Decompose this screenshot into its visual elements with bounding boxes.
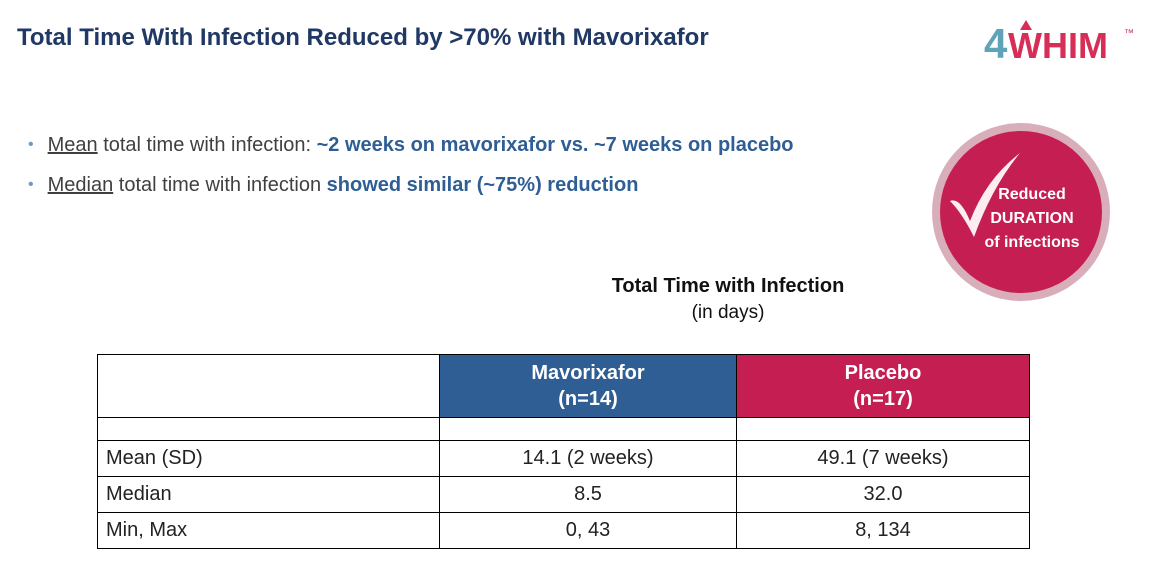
placebo-value: 49.1 (7 weeks) <box>737 441 1030 477</box>
key-findings-list: • Mean total time with infection: ~2 week… <box>28 132 794 212</box>
row-label: Median <box>98 477 440 513</box>
infection-time-table: Mavorixafor (n=14) Placebo (n=17) Mean (… <box>97 354 1030 549</box>
logo-graphic: 4 WHIM ™ <box>982 16 1142 66</box>
header-mavorixafor: Mavorixafor (n=14) <box>440 355 737 418</box>
row-label: Mean (SD) <box>98 441 440 477</box>
bullet-text: total time with infection: <box>98 134 317 156</box>
header-empty-cell <box>98 355 440 418</box>
badge-line-3: of infections <box>972 231 1092 255</box>
spacer-cell <box>98 418 440 441</box>
table-subtitle: (in days) <box>578 302 878 324</box>
table-header-row: Mavorixafor (n=14) Placebo (n=17) <box>98 355 1030 418</box>
badge-line-1: Reduced <box>972 183 1092 207</box>
header-mavorixafor-name: Mavorixafor <box>448 360 728 386</box>
table-spacer-row <box>98 418 1030 441</box>
bullet-highlight: showed similar (~75%) reduction <box>327 174 639 196</box>
bullet-dot-icon: • <box>28 176 34 193</box>
table-row: Mean (SD) 14.1 (2 weeks) 49.1 (7 weeks) <box>98 441 1030 477</box>
bullet-highlight: ~2 weeks on mavorixafor vs. ~7 weeks on … <box>317 134 794 156</box>
spacer-cell <box>440 418 737 441</box>
reduced-duration-badge: Reduced DURATION of infections <box>932 123 1110 301</box>
header-placebo-name: Placebo <box>745 360 1021 386</box>
page-title: Total Time With Infection Reduced by >70… <box>17 24 709 52</box>
badge-line-2: DURATION <box>972 207 1092 231</box>
placebo-value: 8, 134 <box>737 513 1030 549</box>
whim-logo: 4 WHIM ™ <box>982 16 1142 66</box>
spacer-cell <box>737 418 1030 441</box>
placebo-value: 32.0 <box>737 477 1030 513</box>
bullet-median: • Median total time with infection showed… <box>28 172 794 212</box>
bullet-mean: • Mean total time with infection: ~2 week… <box>28 132 794 172</box>
logo-trademark: ™ <box>1124 28 1134 39</box>
header-mavorixafor-n: (n=14) <box>448 386 728 412</box>
logo-letters: WHIM <box>1008 25 1108 66</box>
logo-digit: 4 <box>984 20 1008 66</box>
table-row: Median 8.5 32.0 <box>98 477 1030 513</box>
bullet-underlined: Median <box>48 174 114 196</box>
row-label: Min, Max <box>98 513 440 549</box>
badge-circle: Reduced DURATION of infections <box>940 131 1102 293</box>
badge-label: Reduced DURATION of infections <box>972 183 1092 255</box>
mavorixafor-value: 0, 43 <box>440 513 737 549</box>
bullet-text: total time with infection <box>113 174 326 196</box>
bullet-underlined: Mean <box>48 134 98 156</box>
table-row: Min, Max 0, 43 8, 134 <box>98 513 1030 549</box>
bullet-dot-icon: • <box>28 136 34 153</box>
header-placebo: Placebo (n=17) <box>737 355 1030 418</box>
mavorixafor-value: 8.5 <box>440 477 737 513</box>
mavorixafor-value: 14.1 (2 weeks) <box>440 441 737 477</box>
table-title: Total Time with Infection <box>578 275 878 298</box>
header-placebo-n: (n=17) <box>745 386 1021 412</box>
